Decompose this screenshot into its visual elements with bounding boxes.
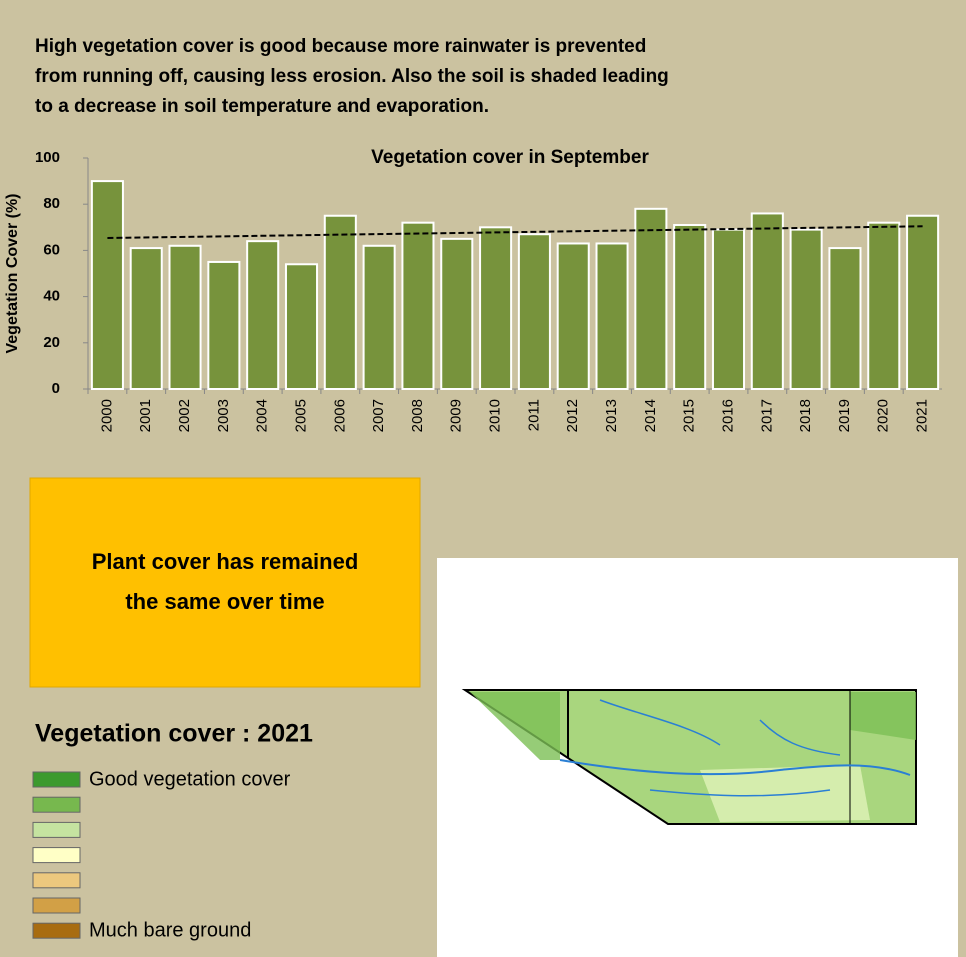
intro-text: High vegetation cover is good because mo…	[35, 36, 646, 57]
x-tick-label: 2002	[176, 399, 193, 432]
bar	[674, 225, 705, 389]
bar	[402, 223, 433, 389]
x-tick-label: 2011	[525, 399, 542, 431]
bar	[558, 243, 589, 389]
bar	[791, 230, 822, 389]
x-tick-label: 2010	[487, 399, 504, 432]
intro-text: to a decrease in soil temperature and ev…	[35, 96, 489, 117]
x-tick-label: 2006	[331, 399, 348, 432]
x-tick-label: 2016	[719, 399, 736, 432]
bar	[907, 216, 938, 389]
x-tick-label: 2021	[914, 399, 931, 432]
y-tick-label: 0	[52, 380, 60, 397]
legend-swatch	[33, 797, 80, 812]
x-tick-label: 2007	[370, 399, 387, 432]
y-tick-label: 40	[43, 288, 60, 305]
bar	[325, 216, 356, 389]
bar	[441, 239, 472, 389]
bar	[131, 248, 162, 389]
x-tick-label: 2004	[254, 399, 271, 432]
x-tick-label: 2017	[758, 399, 775, 432]
callout-text: the same over time	[125, 589, 324, 614]
x-tick-label: 2009	[448, 399, 465, 432]
x-tick-label: 2019	[836, 399, 853, 432]
chart-title: Vegetation cover in September	[371, 147, 649, 168]
bar	[170, 246, 201, 389]
bar	[208, 262, 239, 389]
legend-swatch	[33, 772, 80, 787]
x-tick-label: 2008	[409, 399, 426, 432]
legend-swatch	[33, 873, 80, 888]
legend-swatch	[33, 923, 80, 938]
x-tick-label: 2018	[797, 399, 814, 432]
bar	[868, 223, 899, 389]
legend-swatch	[33, 848, 80, 863]
bar	[480, 227, 511, 389]
bar	[829, 248, 860, 389]
y-tick-label: 60	[43, 241, 60, 258]
x-tick-label: 2015	[681, 399, 698, 432]
legend-label: Good vegetation cover	[89, 768, 291, 790]
bar	[597, 243, 628, 389]
x-tick-label: 2020	[875, 399, 892, 432]
bar	[364, 246, 395, 389]
x-tick-label: 2005	[292, 399, 309, 432]
x-tick-label: 2012	[564, 399, 581, 432]
bar	[752, 213, 783, 389]
bar	[286, 264, 317, 389]
x-tick-label: 2003	[215, 399, 232, 432]
legend-swatch	[33, 898, 80, 913]
callout-box	[30, 478, 420, 687]
y-tick-label: 80	[43, 195, 60, 212]
bar	[635, 209, 666, 389]
x-tick-label: 2001	[137, 399, 154, 432]
y-tick-label: 100	[35, 149, 60, 166]
x-tick-label: 2014	[642, 399, 659, 432]
bar	[519, 234, 550, 389]
bar	[247, 241, 278, 389]
x-tick-label: 2000	[98, 399, 115, 432]
x-tick-label: 2013	[603, 399, 620, 432]
y-axis-label: Vegetation Cover (%)	[4, 193, 21, 353]
bar	[92, 181, 123, 389]
legend-swatch	[33, 822, 80, 837]
page: High vegetation cover is good because mo…	[0, 0, 966, 957]
legend-title: Vegetation cover : 2021	[35, 720, 313, 748]
legend-label: Much bare ground	[89, 919, 251, 941]
callout-text: Plant cover has remained	[92, 549, 359, 574]
intro-text: from running off, causing less erosion. …	[35, 66, 669, 87]
y-tick-label: 20	[43, 334, 60, 351]
bar	[713, 230, 744, 389]
